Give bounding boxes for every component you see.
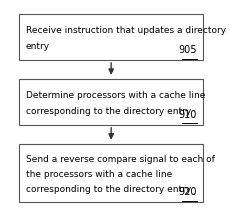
Text: 905: 905 — [178, 45, 197, 55]
Text: corresponding to the directory entry: corresponding to the directory entry — [26, 185, 191, 194]
Text: the processors with a cache line: the processors with a cache line — [26, 170, 172, 179]
Text: 920: 920 — [178, 187, 197, 197]
Text: corresponding to the directory entry: corresponding to the directory entry — [26, 106, 191, 116]
Text: Send a reverse compare signal to each of: Send a reverse compare signal to each of — [26, 155, 214, 164]
Text: Receive instruction that updates a directory: Receive instruction that updates a direc… — [26, 26, 226, 35]
Text: Determine processors with a cache line: Determine processors with a cache line — [26, 91, 205, 100]
FancyBboxPatch shape — [19, 14, 203, 60]
FancyBboxPatch shape — [19, 79, 203, 125]
Text: 910: 910 — [178, 110, 197, 120]
FancyBboxPatch shape — [19, 144, 203, 202]
Text: entry: entry — [26, 42, 50, 51]
